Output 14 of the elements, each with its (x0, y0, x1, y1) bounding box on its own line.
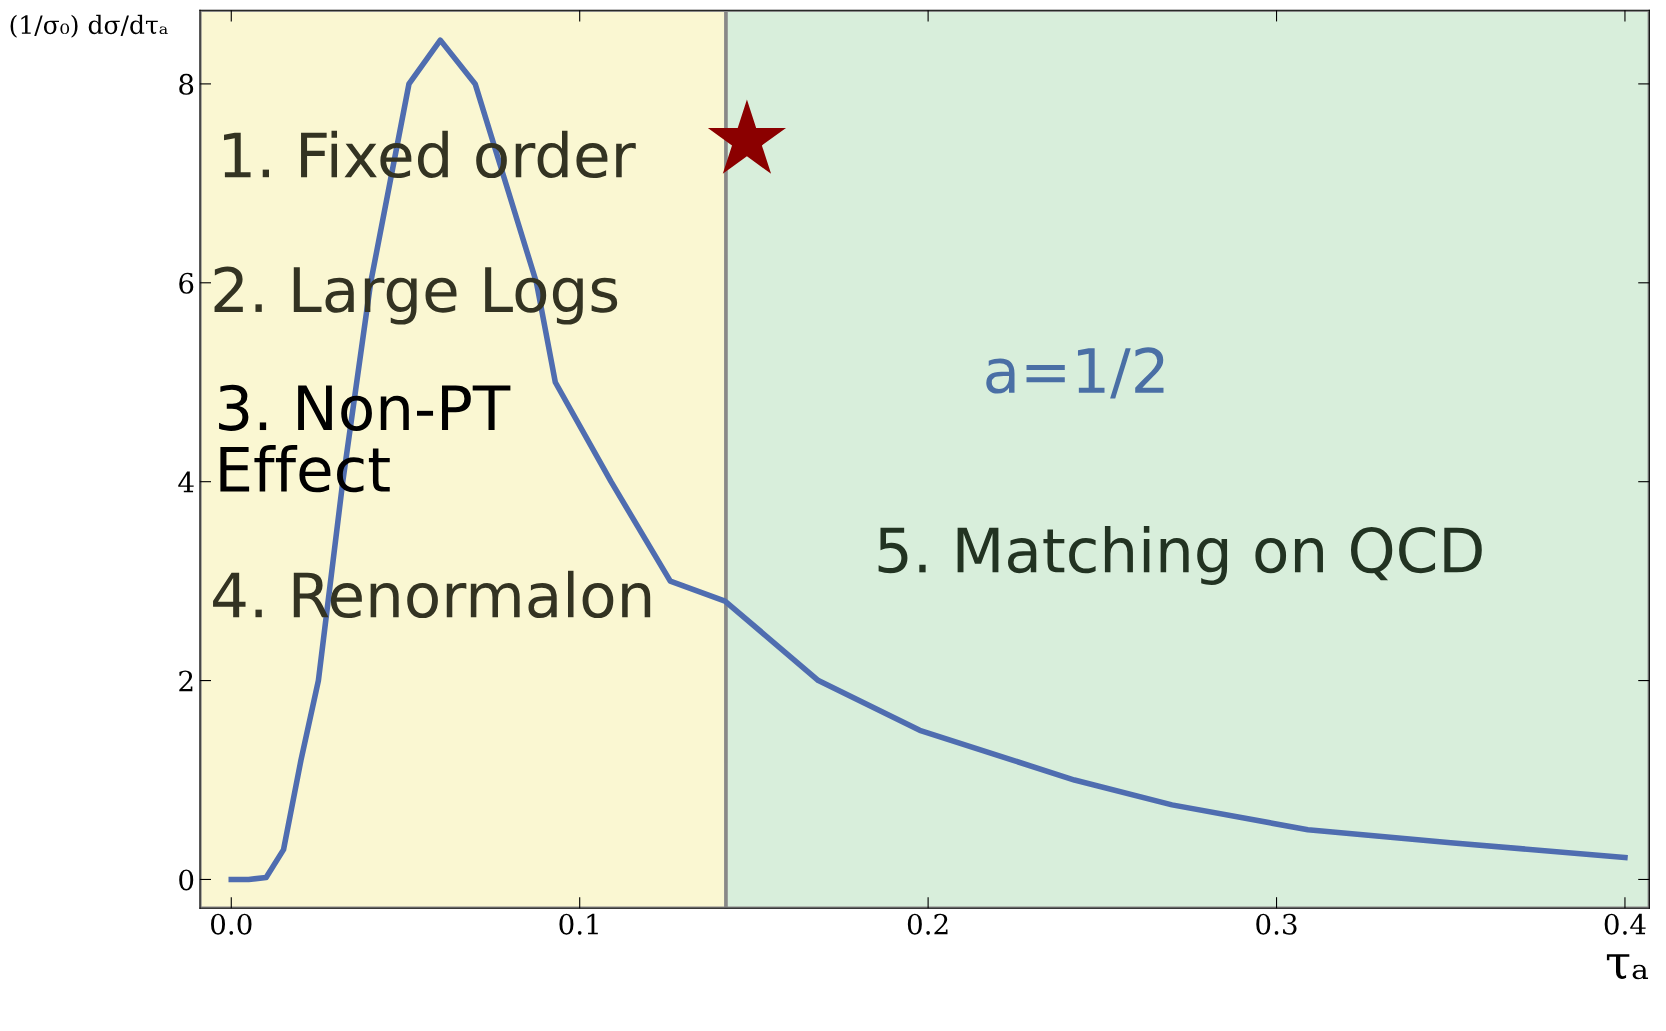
x-tick-label: 0.4 (1604, 913, 1646, 935)
y-axis-title: (1/σ₀) dσ/dτₐ (10, 14, 168, 38)
annotation: a=1/2 (986, 347, 1164, 399)
y-tick-label: 4 (178, 471, 194, 493)
annotation: 5. Matching on QCD (878, 525, 1482, 586)
y-tick-label: 0 (179, 869, 194, 891)
x-tick-label: 0.1 (559, 913, 598, 935)
y-tick-label: 6 (179, 272, 194, 294)
y-tick-label: 8 (179, 73, 194, 95)
x-tick-label: 0.0 (211, 913, 252, 935)
x-tick-label: 0.3 (1256, 913, 1297, 935)
x-tick-label: 0.2 (907, 913, 948, 935)
x-axis-title: τₐ (1606, 954, 1649, 980)
y-tick-label: 2 (179, 670, 193, 692)
